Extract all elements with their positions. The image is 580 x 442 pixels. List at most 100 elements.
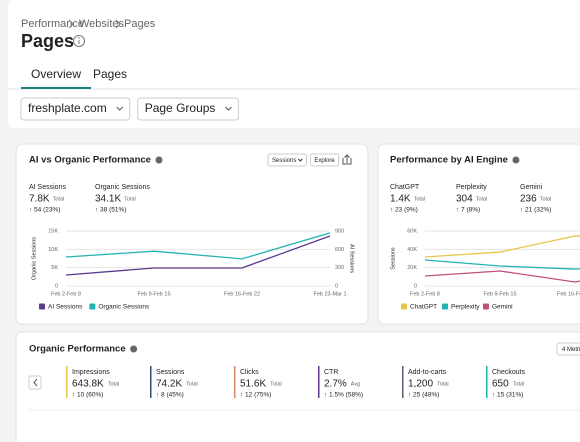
tab[interactable]: Pages <box>93 67 127 81</box>
legend-swatch[interactable] <box>442 303 448 310</box>
metric-unit: Total <box>437 381 449 387</box>
page-title: Pages <box>21 31 74 51</box>
x-tick-label: Feb 9-Feb 15 <box>483 291 516 297</box>
metric-change: ↑ 10 (60%) <box>72 392 103 399</box>
metric-change: ↑ 7 (8%) <box>456 207 480 214</box>
y2-axis-label: AI Sessions <box>349 244 355 273</box>
metric-name: AI Sessions <box>29 184 66 191</box>
tab-indicator <box>21 87 92 89</box>
breadcrumb[interactable]: Websites <box>79 18 125 30</box>
metric-change: ↑ 54 (23%) <box>29 207 60 214</box>
metric-change: ↑ 8 (45%) <box>156 392 184 399</box>
metric-name: Add-to-carts <box>408 369 447 376</box>
metric-change: ↑ 38 (51%) <box>95 207 126 214</box>
metric-value: 74.2K <box>156 379 182 390</box>
card <box>15 331 580 442</box>
chevron <box>68 19 74 29</box>
dropdown[interactable] <box>20 97 131 121</box>
legend-label: Organic Sessions <box>98 304 150 311</box>
legend-swatch[interactable] <box>39 303 45 310</box>
metric-unit: Total <box>108 381 120 387</box>
metric-change: ↑ 25 (48%) <box>408 392 439 399</box>
metric-name: Organic Sessions <box>95 184 150 191</box>
legend-label: ChatGPT <box>410 304 437 311</box>
y-tick-label: 20K <box>407 265 417 271</box>
dropdown-caret <box>225 106 232 111</box>
y-tick-label: 60K <box>407 228 417 234</box>
metric-value: 650 <box>492 379 509 390</box>
x-tick-label: Feb 2-Feb 8 <box>410 291 440 297</box>
share-icon[interactable] <box>342 154 352 165</box>
x-tick-label: Feb 23-Mar 1 <box>313 291 346 297</box>
card-title: AI vs Organic Performance <box>29 155 151 166</box>
metric-unit: Total <box>124 196 136 202</box>
metric-name: Checkouts <box>492 369 526 376</box>
metric-change: ↑ 15 (31%) <box>492 392 523 399</box>
tab[interactable]: Overview <box>31 67 81 81</box>
header-panel <box>8 0 580 128</box>
series-line <box>65 232 331 260</box>
metric-unit: Total <box>414 196 426 202</box>
x-tick-label: Feb 16-Feb 22 <box>557 291 580 297</box>
y-tick-label: 5K <box>51 265 58 271</box>
breadcrumb[interactable]: Performance <box>21 18 84 30</box>
y-tick-label: 0 <box>55 283 58 289</box>
metric-value: 643.8K <box>72 379 104 390</box>
y-tick-label: 0 <box>414 283 417 289</box>
legend-swatch[interactable] <box>401 303 407 310</box>
y-axis-label: Organic Sessions <box>31 237 37 280</box>
metric-name: CTR <box>324 369 338 376</box>
series-line <box>65 235 331 276</box>
series-line <box>424 259 580 270</box>
metric-unit: Total <box>270 381 282 387</box>
metric-change: ↑ 1.5% (58%) <box>324 392 363 399</box>
card-title: Performance by AI Engine <box>390 155 508 166</box>
metric-name: Impressions <box>72 369 110 376</box>
scroll-left[interactable] <box>28 375 42 390</box>
control-label: Explore <box>314 158 335 164</box>
y2-tick-label: 300 <box>335 265 344 271</box>
metric-name: Sessions <box>156 369 185 376</box>
metric-name: Gemini <box>520 184 543 191</box>
metric-bar <box>66 366 68 398</box>
dropdown-label: freshplate.com <box>28 101 107 115</box>
help-icon[interactable] <box>155 156 163 164</box>
dropdown-caret <box>116 106 124 111</box>
metric-bar <box>402 366 404 398</box>
metric-bar <box>234 366 236 398</box>
metric-name: Perplexity <box>456 184 487 191</box>
card <box>377 143 580 325</box>
control-button[interactable] <box>267 153 307 167</box>
metric-value: 236 <box>520 194 537 205</box>
chart: AI vs Organic Performance Sessions Explore… <box>29 153 355 311</box>
y-tick-label: 15K <box>48 228 58 234</box>
y-tick-label: 10K <box>48 247 58 253</box>
metric-name: Clicks <box>240 369 259 376</box>
metric-unit: Avg <box>351 381 360 387</box>
legend-label: Gemini <box>492 304 513 311</box>
metric-change: ↑ 12 (75%) <box>240 392 271 399</box>
caret <box>298 158 303 162</box>
x-tick-label: Feb 2-Feb 8 <box>51 291 81 297</box>
control-button[interactable] <box>309 153 340 167</box>
metric-value: 1,200 <box>408 379 433 390</box>
info-icon[interactable] <box>73 35 85 47</box>
metric-bar <box>486 366 488 398</box>
y2-tick-label: 600 <box>335 247 344 253</box>
help-icon[interactable] <box>130 345 138 353</box>
metric-bar <box>150 366 152 398</box>
help-icon[interactable] <box>512 156 520 164</box>
metrics-button[interactable] <box>556 342 580 356</box>
card <box>15 143 369 325</box>
legend-swatch[interactable] <box>483 303 489 310</box>
metric-value: 2.7% <box>324 379 347 390</box>
metric-value: 34.1K <box>95 194 121 205</box>
metric-bar <box>318 366 320 398</box>
legend-swatch[interactable] <box>89 303 96 310</box>
dropdown-label: Page Groups <box>145 101 216 115</box>
dropdown[interactable] <box>137 97 239 121</box>
metric-value: 51.6K <box>240 379 266 390</box>
metric-unit: Total <box>186 381 198 387</box>
